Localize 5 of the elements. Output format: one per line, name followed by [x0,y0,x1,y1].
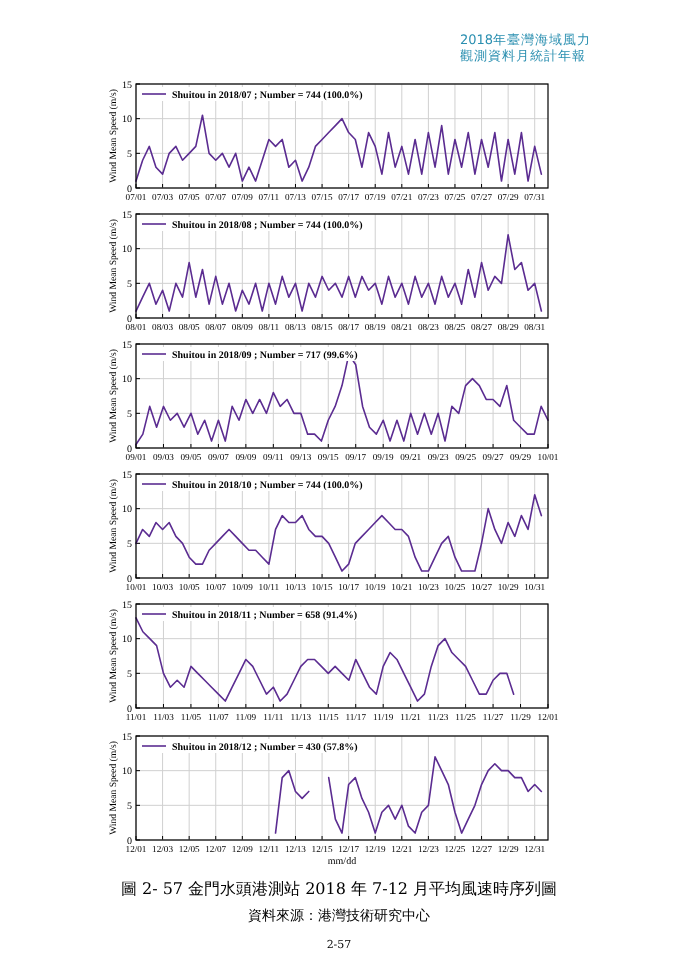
line-series [135,234,543,312]
caption: 圖 2- 57 金門水頭港測站 2018 年 7-12 月平均風速時序列圖 [120,880,558,898]
line-series [135,494,543,572]
line-series [135,114,543,182]
line-series [135,617,515,702]
